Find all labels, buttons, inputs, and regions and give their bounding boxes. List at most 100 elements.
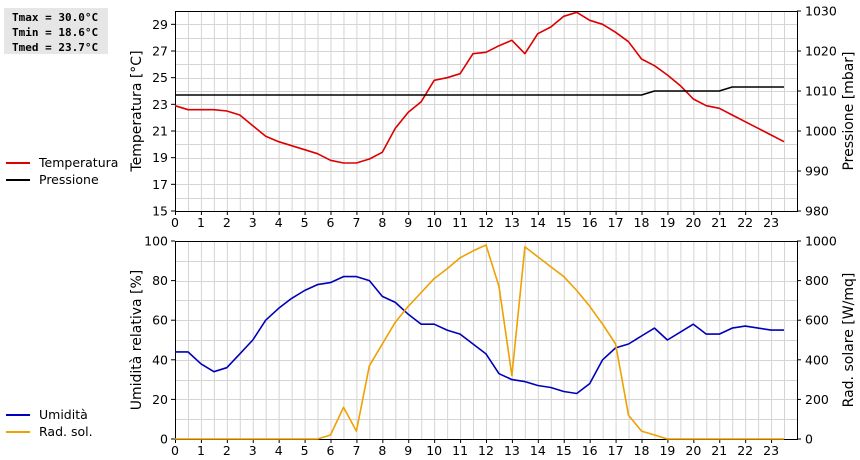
- x-tick-label-bottom: 18: [634, 443, 650, 458]
- legend-swatch-rad: [6, 430, 30, 433]
- legend-item-pressione: Pressione: [6, 171, 118, 188]
- x-tick-label-bottom: 22: [737, 443, 753, 458]
- series-line-pressione: [175, 86, 784, 96]
- stats-tmax: Tmax = 30.0°C: [12, 11, 99, 24]
- series-line-umidit-: [175, 275, 784, 395]
- y-tick-label-bottom: 100: [144, 234, 168, 249]
- legend-swatch-temperatura: [6, 161, 30, 164]
- x-tick-label-top: 4: [275, 215, 283, 230]
- x-tick-label-top: 3: [249, 215, 257, 230]
- x-tick-label-top: 1: [197, 215, 205, 230]
- series-line-rad-sol-: [175, 244, 784, 440]
- stats-box: Tmax = 30.0°C Tmin = 18.6°C Tmed = 23.7°…: [4, 8, 108, 54]
- x-tick-label-bottom: 4: [275, 443, 283, 458]
- x-tick-label-bottom: 0: [171, 443, 179, 458]
- x-tick-label-top: 8: [378, 215, 386, 230]
- y-tick-label-bottom: 80: [152, 273, 168, 288]
- x-tick-label-top: 15: [556, 215, 572, 230]
- x-tick-label-bottom: 10: [426, 443, 442, 458]
- y-tick-label-top: 17: [152, 177, 168, 192]
- y2-axis-label-bottom: Rad. solare [W/mq]: [841, 273, 857, 408]
- x-tick-label-bottom: 6: [327, 443, 335, 458]
- legend-label-rad: Rad. sol.: [39, 424, 93, 439]
- x-tick-label-bottom: 12: [478, 443, 494, 458]
- x-tick-label-bottom: 9: [404, 443, 412, 458]
- x-tick-label-bottom: 20: [685, 443, 701, 458]
- y-tick-label-bottom: 20: [152, 392, 168, 407]
- y-tick-label-top: 29: [152, 17, 168, 32]
- x-tick-label-top: 2: [223, 215, 231, 230]
- legend-label-temperatura: Temperatura: [39, 155, 119, 170]
- x-tick-label-bottom: 8: [378, 443, 386, 458]
- y2-tick-label-bottom: 0: [805, 432, 813, 447]
- x-tick-label-top: 7: [352, 215, 360, 230]
- y2-tick-label-bottom: 400: [805, 352, 829, 367]
- x-tick-label-top: 10: [426, 215, 442, 230]
- x-tick-label-top: 5: [301, 215, 309, 230]
- y2-tick-label-bottom: 600: [805, 313, 829, 328]
- legend-swatch-umidita: [6, 413, 30, 416]
- series-line-temperatura: [174, 11, 785, 164]
- x-tick-label-bottom: 5: [301, 443, 309, 458]
- x-tick-label-top: 18: [634, 215, 650, 230]
- y-tick-label-top: 21: [152, 124, 168, 139]
- stats-tmin: Tmin = 18.6°C: [12, 26, 99, 39]
- legend-label-pressione: Pressione: [39, 172, 99, 187]
- x-tick-label-bottom: 23: [763, 443, 779, 458]
- y-tick-label-bottom: 60: [152, 313, 168, 328]
- x-tick-label-bottom: 17: [608, 443, 624, 458]
- x-tick-label-top: 16: [582, 215, 598, 230]
- x-tick-label-top: 22: [737, 215, 753, 230]
- legend-item-rad: Rad. sol.: [6, 423, 93, 440]
- x-tick-label-bottom: 2: [223, 443, 231, 458]
- x-tick-label-top: 9: [404, 215, 412, 230]
- x-tick-label-top: 23: [763, 215, 779, 230]
- y-axis-label-bottom: Umidità relativa [%]: [129, 270, 145, 411]
- x-tick-label-top: 13: [504, 215, 520, 230]
- legend-top: Temperatura Pressione: [6, 154, 118, 188]
- legend-label-umidita: Umidità: [39, 407, 88, 422]
- x-tick-label-top: 20: [685, 215, 701, 230]
- x-tick-label-bottom: 13: [504, 443, 520, 458]
- x-tick-label-bottom: 14: [530, 443, 546, 458]
- legend-bottom: Umidità: [6, 406, 88, 423]
- legend-swatch-pressione: [6, 178, 30, 181]
- x-tick-label-top: 19: [659, 215, 675, 230]
- legend-item-temperatura: Temperatura: [6, 154, 118, 171]
- y2-tick-label-top: 990: [805, 164, 829, 179]
- y-tick-label-top: 15: [152, 204, 168, 219]
- y2-tick-label-top: 980: [805, 204, 829, 219]
- y2-tick-label-bottom: 1000: [805, 234, 837, 249]
- x-tick-label-top: 17: [608, 215, 624, 230]
- x-tick-label-bottom: 3: [249, 443, 257, 458]
- y-axis-label-top: Temperatura [°C]: [129, 50, 145, 172]
- x-tick-label-top: 6: [327, 215, 335, 230]
- legend-bottom-rad: Rad. sol.: [6, 423, 93, 440]
- y-tick-label-top: 23: [152, 97, 168, 112]
- y2-tick-label-top: 1020: [805, 44, 837, 59]
- y-tick-label-top: 25: [152, 70, 168, 85]
- y2-axis-label-top: Pressione [mbar]: [841, 51, 857, 170]
- y-tick-label-bottom: 0: [160, 432, 168, 447]
- y2-tick-label-bottom: 800: [805, 273, 829, 288]
- x-tick-label-bottom: 15: [556, 443, 572, 458]
- x-tick-label-top: 21: [711, 215, 727, 230]
- legend-item-umidita: Umidità: [6, 406, 88, 423]
- stats-tmed: Tmed = 23.7°C: [12, 41, 99, 54]
- x-tick-label-bottom: 7: [352, 443, 360, 458]
- x-tick-label-bottom: 11: [452, 443, 468, 458]
- y2-tick-label-bottom: 200: [805, 392, 829, 407]
- y-tick-label-bottom: 40: [152, 352, 168, 367]
- y-tick-label-top: 19: [152, 150, 168, 165]
- x-tick-label-bottom: 21: [711, 443, 727, 458]
- x-tick-label-top: 11: [452, 215, 468, 230]
- y2-tick-label-top: 1010: [805, 84, 837, 99]
- y2-tick-label-top: 1030: [805, 4, 837, 19]
- x-tick-label-top: 0: [171, 215, 179, 230]
- y-tick-label-top: 27: [152, 44, 168, 59]
- x-tick-label-top: 12: [478, 215, 494, 230]
- x-tick-label-bottom: 16: [582, 443, 598, 458]
- x-tick-label-bottom: 1: [197, 443, 205, 458]
- x-tick-label-top: 14: [530, 215, 546, 230]
